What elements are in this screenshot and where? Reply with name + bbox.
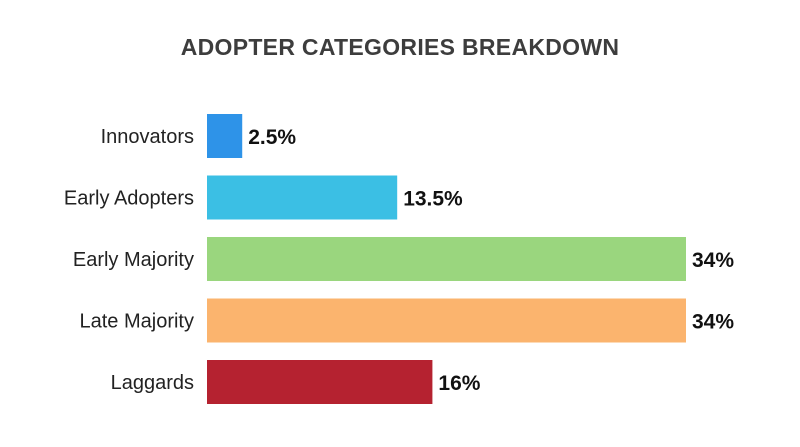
bar-laggards [207, 360, 433, 404]
category-label-laggards: Laggards [111, 372, 194, 394]
bar-early-adopters [207, 175, 398, 220]
value-label-innovators: 2.5% [248, 126, 296, 149]
category-label-early-majority: Early Majority [73, 249, 194, 271]
category-label-innovators: Innovators [101, 126, 194, 148]
chart-title: ADOPTER CATEGORIES BREAKDOWN [180, 34, 620, 60]
value-label-early-adopters: 13.5% [403, 188, 463, 211]
value-label-late-majority: 34% [692, 311, 734, 334]
bar-innovators [207, 114, 243, 158]
bar-late-majority [207, 298, 686, 343]
category-label-late-majority: Late Majority [80, 311, 195, 333]
bar-early-majority [207, 237, 686, 281]
value-label-laggards: 16% [438, 372, 480, 395]
category-label-early-adopters: Early Adopters [64, 188, 194, 210]
value-label-early-majority: 34% [692, 249, 734, 272]
